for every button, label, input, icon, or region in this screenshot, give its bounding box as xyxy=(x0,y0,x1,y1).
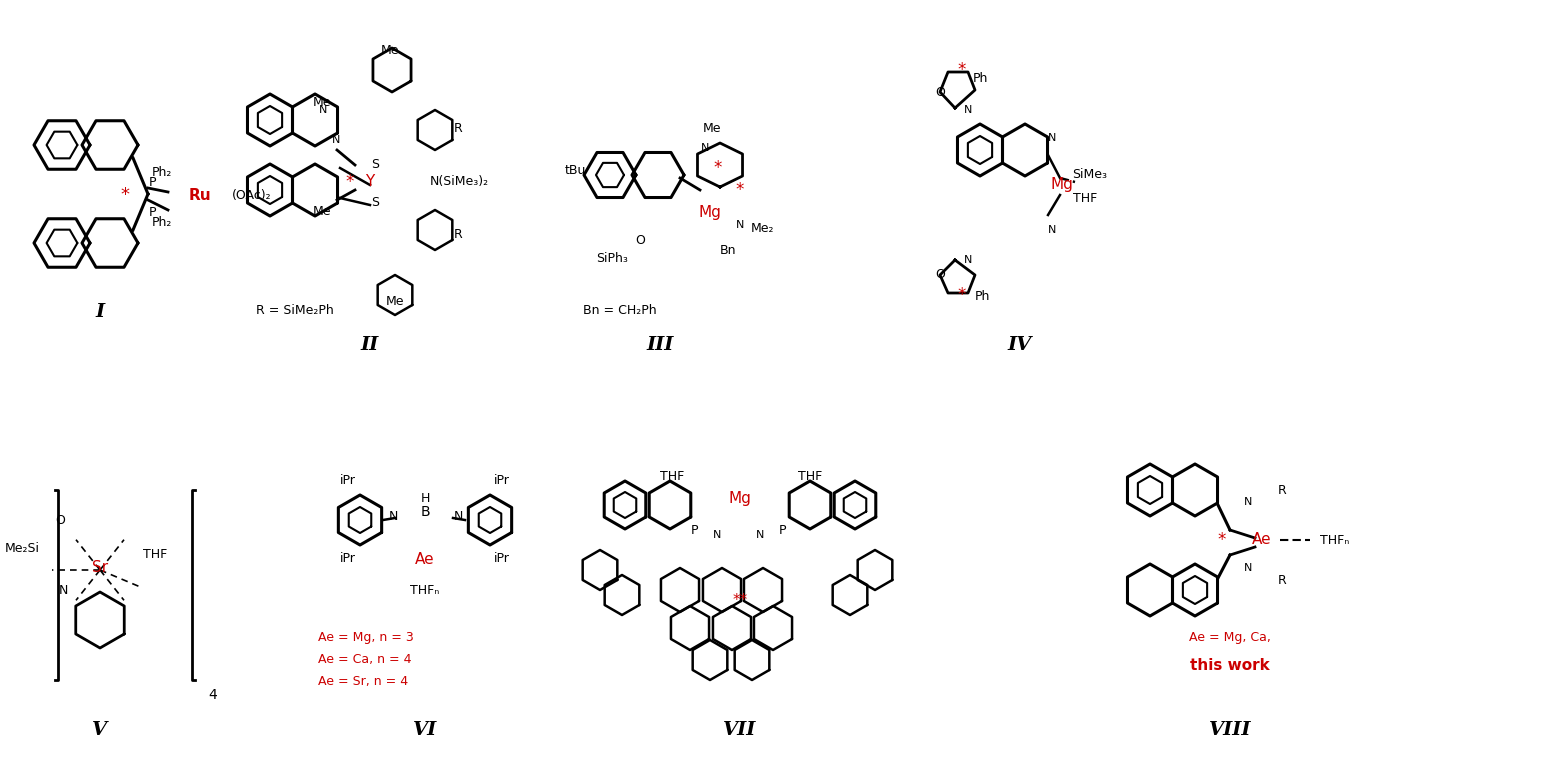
Text: Ph₂: Ph₂ xyxy=(152,165,172,179)
Text: THF: THF xyxy=(659,471,684,483)
Text: R: R xyxy=(453,229,462,241)
Text: II: II xyxy=(361,336,378,354)
Text: *: * xyxy=(1218,531,1227,549)
Text: S: S xyxy=(371,158,378,172)
Text: Ae = Mg, Ca,: Ae = Mg, Ca, xyxy=(1190,632,1270,645)
Text: Y: Y xyxy=(366,175,375,189)
Text: Mg: Mg xyxy=(698,206,721,220)
Text: VII: VII xyxy=(723,721,757,739)
Text: N: N xyxy=(1048,225,1056,235)
Text: SiMe₃: SiMe₃ xyxy=(1072,169,1107,182)
Text: N: N xyxy=(713,530,721,540)
Text: III: III xyxy=(647,336,673,354)
Text: P: P xyxy=(149,175,155,189)
Text: iPr: iPr xyxy=(495,551,510,564)
Text: Me: Me xyxy=(386,295,405,308)
Text: Sr: Sr xyxy=(92,560,109,576)
Text: N: N xyxy=(320,105,327,115)
Text: R: R xyxy=(453,121,462,135)
Text: O: O xyxy=(935,268,945,281)
Text: iPr: iPr xyxy=(495,474,510,486)
Text: B: B xyxy=(420,505,430,519)
Text: Bn: Bn xyxy=(720,243,737,257)
Text: N: N xyxy=(735,220,744,230)
Text: P: P xyxy=(149,206,155,219)
Text: N: N xyxy=(1244,497,1252,507)
Text: N: N xyxy=(332,135,340,145)
Text: V: V xyxy=(93,721,107,739)
Text: N: N xyxy=(453,509,462,523)
Text: N: N xyxy=(963,105,972,115)
Text: Me₂: Me₂ xyxy=(751,222,774,234)
Text: P: P xyxy=(779,523,786,536)
Text: N: N xyxy=(1048,133,1056,143)
Text: Me: Me xyxy=(313,205,332,218)
Text: Me: Me xyxy=(313,96,332,108)
Text: R: R xyxy=(1278,483,1286,496)
Text: Ae = Ca, n = 4: Ae = Ca, n = 4 xyxy=(318,653,411,666)
Text: P: P xyxy=(692,523,700,536)
Text: *: * xyxy=(959,61,966,79)
Text: *: * xyxy=(735,181,744,199)
Text: N: N xyxy=(1244,563,1252,573)
Text: THFₙ: THFₙ xyxy=(1320,533,1349,547)
Text: S: S xyxy=(371,196,378,209)
Text: iPr: iPr xyxy=(340,474,355,486)
Text: Ph: Ph xyxy=(974,290,990,302)
Text: Mg: Mg xyxy=(729,491,751,506)
Text: **: ** xyxy=(732,592,748,608)
Text: VIII: VIII xyxy=(1208,721,1252,739)
Text: 4: 4 xyxy=(208,688,217,702)
Text: N: N xyxy=(59,584,68,597)
Text: *: * xyxy=(121,186,129,204)
Text: IV: IV xyxy=(1008,336,1031,354)
Text: Ae: Ae xyxy=(1252,533,1272,547)
Text: Ae: Ae xyxy=(416,553,434,567)
Text: tBu: tBu xyxy=(565,164,586,176)
Text: R: R xyxy=(1278,574,1286,587)
Text: Ph₂: Ph₂ xyxy=(152,216,172,229)
Text: *: * xyxy=(346,173,354,191)
Text: N: N xyxy=(701,143,709,153)
Text: O: O xyxy=(56,513,65,526)
Text: *: * xyxy=(713,159,723,177)
Text: THF: THF xyxy=(797,471,822,483)
Text: N: N xyxy=(963,255,972,265)
Text: Me: Me xyxy=(703,121,721,135)
Text: N(SiMe₃)₂: N(SiMe₃)₂ xyxy=(430,175,489,189)
Text: H: H xyxy=(420,492,430,505)
Text: THF: THF xyxy=(1073,192,1097,205)
Text: THFₙ: THFₙ xyxy=(411,584,439,597)
Text: SiPh₃: SiPh₃ xyxy=(596,251,628,264)
Text: N: N xyxy=(388,509,397,523)
Text: (OAc)₂: (OAc)₂ xyxy=(233,189,271,203)
Text: Ph: Ph xyxy=(972,71,988,84)
Text: N: N xyxy=(755,530,765,540)
Text: R = SiMe₂Ph: R = SiMe₂Ph xyxy=(256,304,333,316)
Text: Ae = Sr, n = 4: Ae = Sr, n = 4 xyxy=(318,676,408,689)
Text: *: * xyxy=(959,286,966,304)
Text: Me₂Si: Me₂Si xyxy=(5,542,40,554)
Text: Mg: Mg xyxy=(1050,178,1073,192)
Text: I: I xyxy=(96,303,104,321)
Text: O: O xyxy=(935,86,945,98)
Text: THF: THF xyxy=(143,549,168,561)
Text: Ae = Mg, n = 3: Ae = Mg, n = 3 xyxy=(318,632,414,645)
Text: VI: VI xyxy=(413,721,437,739)
Text: Bn = CH₂Ph: Bn = CH₂Ph xyxy=(583,304,656,316)
Text: Me: Me xyxy=(380,43,399,56)
Text: Ru: Ru xyxy=(189,189,211,203)
Text: O: O xyxy=(634,233,645,247)
Text: iPr: iPr xyxy=(340,551,355,564)
Text: this work: this work xyxy=(1190,658,1270,673)
